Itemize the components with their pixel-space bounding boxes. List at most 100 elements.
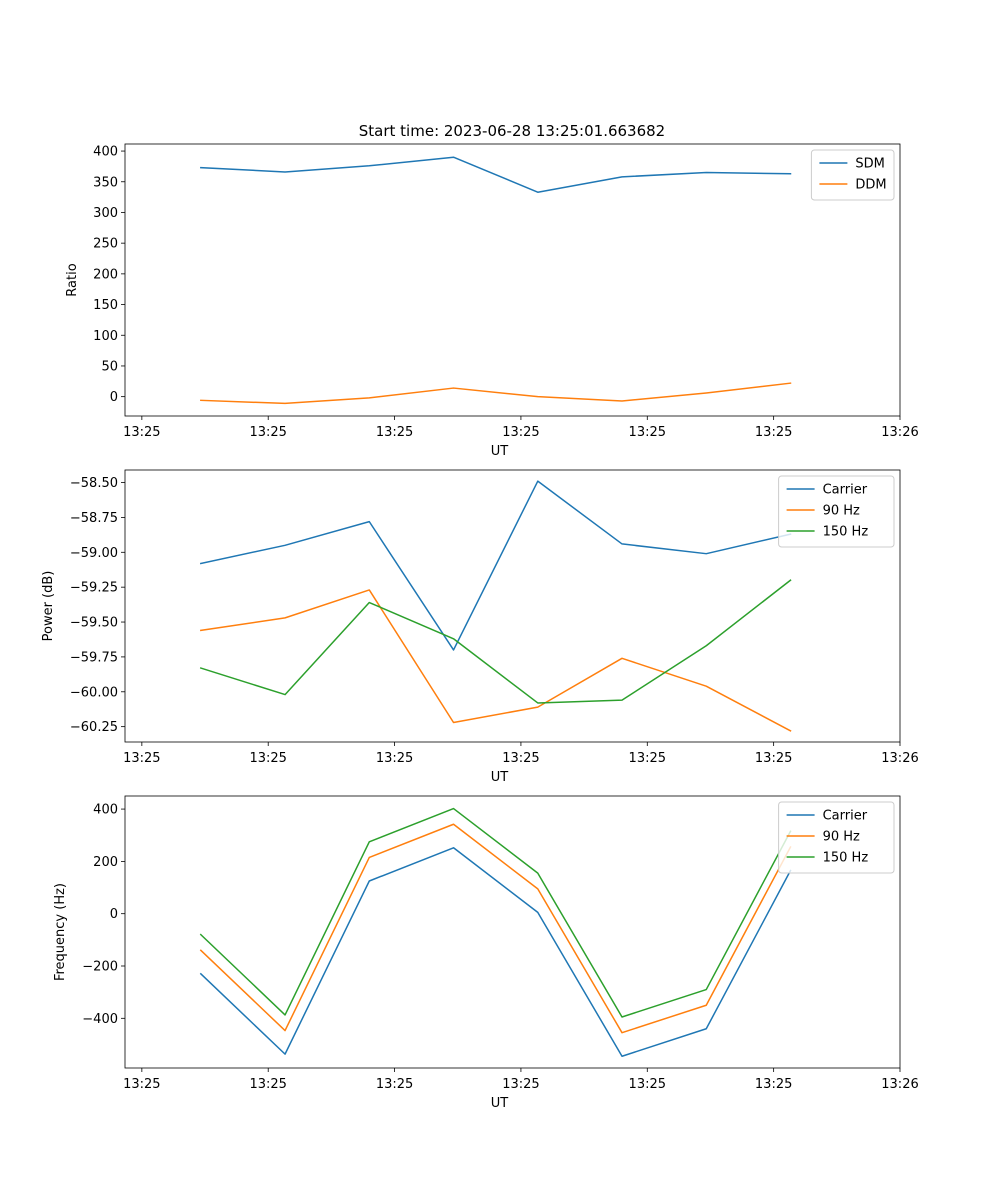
legend-label: Carrier <box>823 809 868 824</box>
panels: 13:25 13:25 13:25 13:25 13:25 13:25 13:26 0 50 10… <box>41 143 919 1111</box>
data-point-1-1-4 <box>452 156 455 159</box>
data-point-3-2-6 <box>621 1031 624 1034</box>
x-tick-label: 13:25 <box>502 425 539 440</box>
series-line-2-carrier <box>199 480 792 651</box>
y-tick-label: 250 <box>93 237 118 252</box>
data-point-1-1-6 <box>621 175 624 178</box>
data-point-2-3-3 <box>368 601 371 604</box>
x-tick-label: 13:25 <box>755 751 792 766</box>
axes-frame <box>124 469 901 743</box>
x-tick-label: 13:25 <box>376 1077 413 1092</box>
y-tick-label: −200 <box>82 960 118 975</box>
y-tick-label: 50 <box>101 359 118 374</box>
data-point-3-2-4 <box>452 823 455 826</box>
y-tick-label: 150 <box>93 298 118 313</box>
data-point-2-1-3 <box>368 520 371 523</box>
y-tick-label: 200 <box>93 267 118 282</box>
data-point-2-2-5 <box>536 706 539 709</box>
axes-frame <box>124 143 901 417</box>
data-point-1-1-5 <box>536 191 539 194</box>
chart-panel-3: 13:25 13:25 13:25 13:25 13:25 13:25 13:26 −400 −… <box>53 795 919 1111</box>
data-point-1-1-8 <box>789 172 792 175</box>
x-axis-label: UT <box>491 770 509 785</box>
x-tick-label: 13:25 <box>755 425 792 440</box>
x-tick-label: 13:26 <box>881 1077 918 1092</box>
data-point-3-3-3 <box>368 840 371 843</box>
x-tick-label: 13:26 <box>881 425 918 440</box>
legend-label: 150 Hz <box>823 525 869 540</box>
x-tick-label: 13:25 <box>629 1077 666 1092</box>
y-tick-label: 0 <box>110 390 118 405</box>
data-point-2-2-3 <box>368 588 371 591</box>
y-tick-label: −60.00 <box>70 685 118 700</box>
data-point-3-1-3 <box>368 880 371 883</box>
x-tick-label: 13:25 <box>376 751 413 766</box>
y-tick-label: 300 <box>93 206 118 221</box>
data-point-2-2-8 <box>789 729 792 732</box>
y-tick-label: 400 <box>93 803 118 818</box>
series-line-3-90-hz <box>199 823 792 1034</box>
x-tick-label: 13:25 <box>502 751 539 766</box>
y-tick-label: 200 <box>93 855 118 870</box>
data-point-3-3-6 <box>621 1016 624 1019</box>
y-tick-label: −58.75 <box>70 511 118 526</box>
data-point-1-1-2 <box>284 170 287 173</box>
data-point-1-2-8 <box>789 382 792 385</box>
axes-frame <box>124 795 901 1069</box>
x-tick-label: 13:25 <box>502 1077 539 1092</box>
y-tick-label: −58.50 <box>70 476 118 491</box>
legend-label: DDM <box>855 178 886 193</box>
data-point-3-2-5 <box>536 887 539 890</box>
data-point-2-1-2 <box>284 544 287 547</box>
data-point-1-2-4 <box>452 387 455 390</box>
y-tick-label: −59.50 <box>70 616 118 631</box>
data-point-3-1-6 <box>621 1055 624 1058</box>
data-point-1-2-2 <box>284 402 287 405</box>
data-point-3-1-7 <box>705 1027 708 1030</box>
data-point-2-2-1 <box>199 629 202 632</box>
y-axis-label: Ratio <box>65 263 80 296</box>
y-tick-label: 0 <box>110 907 118 922</box>
y-tick-label: 350 <box>93 175 118 190</box>
data-point-1-2-1 <box>199 399 202 402</box>
x-tick-label: 13:25 <box>629 425 666 440</box>
y-tick-label: −400 <box>82 1012 118 1027</box>
data-point-1-2-6 <box>621 399 624 402</box>
data-point-3-3-2 <box>284 1013 287 1016</box>
data-point-3-2-1 <box>199 949 202 952</box>
y-tick-label: 100 <box>93 329 118 344</box>
data-point-2-1-5 <box>536 480 539 483</box>
data-point-2-3-1 <box>199 667 202 670</box>
chart-panel-1: 13:25 13:25 13:25 13:25 13:25 13:25 13:26 0 50 10… <box>65 143 919 459</box>
data-point-2-3-4 <box>452 637 455 640</box>
x-tick-label: 13:26 <box>881 751 918 766</box>
legend: SDM DDM <box>810 149 895 201</box>
data-point-2-3-5 <box>536 701 539 704</box>
data-point-3-1-5 <box>536 911 539 914</box>
data-point-3-3-1 <box>199 933 202 936</box>
chart-panel-2: 13:25 13:25 13:25 13:25 13:25 13:25 13:26 −60.2… <box>41 469 919 785</box>
series-line-3-carrier <box>199 847 792 1057</box>
legend-box <box>778 801 895 874</box>
x-tick-label: 13:25 <box>249 1077 286 1092</box>
legend: Carrier 90 Hz 150 Hz <box>778 475 895 548</box>
x-tick-label: 13:25 <box>249 751 286 766</box>
y-tick-label: 400 <box>93 145 118 160</box>
data-point-2-3-8 <box>789 579 792 582</box>
x-tick-label: 13:25 <box>376 425 413 440</box>
data-point-1-1-1 <box>199 166 202 169</box>
y-axis-label: Power (dB) <box>41 571 56 642</box>
x-tick-label: 13:25 <box>249 425 286 440</box>
x-axis-label: UT <box>491 1096 509 1111</box>
data-point-3-2-2 <box>284 1029 287 1032</box>
series-line-3-150-hz <box>199 807 792 1018</box>
series-line-1-sdm <box>200 156 792 193</box>
legend: Carrier 90 Hz 150 Hz <box>778 801 895 874</box>
data-point-2-3-7 <box>705 644 708 647</box>
data-point-3-3-7 <box>705 988 708 991</box>
data-point-3-2-3 <box>368 856 371 859</box>
x-tick-label: 13:25 <box>123 425 160 440</box>
data-point-2-3-2 <box>284 693 287 696</box>
data-point-2-2-4 <box>452 721 455 724</box>
data-point-2-2-7 <box>705 685 708 688</box>
